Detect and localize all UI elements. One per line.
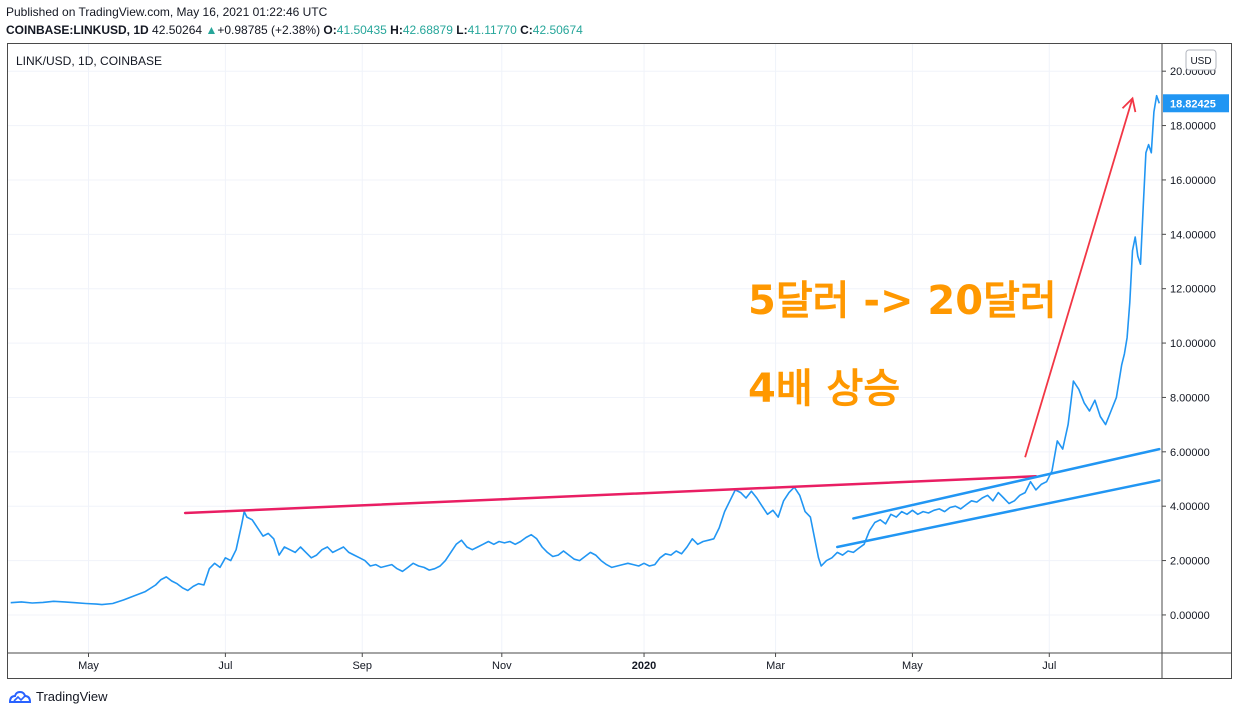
- high-label: H:: [390, 23, 403, 37]
- close-value: 42.50674: [532, 23, 583, 37]
- chart-title: LINK/USD, 1D, COINBASE: [16, 54, 162, 68]
- y-tick-label: 12.00000: [1170, 284, 1216, 296]
- channel-trendline: [852, 447, 1161, 520]
- high-value: 42.68879: [402, 23, 453, 37]
- arrow-line: [1024, 98, 1134, 458]
- open-label: O:: [323, 23, 337, 37]
- x-tick-label: Nov: [492, 660, 512, 672]
- x-tick-label: Sep: [352, 660, 372, 672]
- y-tick-label: 16.00000: [1170, 175, 1216, 187]
- price-chart[interactable]: 0.00000 2.00000 4.00000 6.00000 8.00000 10.00…: [8, 44, 1231, 678]
- y-tick-label: 18.00000: [1170, 121, 1216, 133]
- published-info: Published on TradingView.com, May 16, 20…: [6, 5, 328, 19]
- y-tick-label: 10.00000: [1170, 338, 1216, 350]
- footer-brand: TradingView: [36, 689, 108, 704]
- annotation-text: 5달러 -> 20달러: [748, 278, 1057, 324]
- resistance-trendline: [183, 475, 1038, 515]
- low-value: 41.11770: [467, 23, 517, 37]
- x-tick-label: May: [902, 660, 923, 672]
- last-price: 42.50264: [152, 23, 203, 37]
- tradingview-logo-icon: [8, 690, 32, 703]
- ohlc-bar: COINBASE:LINKUSD, 1D 42.50264 ▲+0.98785 …: [6, 23, 583, 37]
- low-label: L:: [456, 23, 468, 37]
- y-tick-label: 14.00000: [1170, 229, 1216, 241]
- price-line: [10, 94, 1161, 606]
- y-tick-label: 6.00000: [1170, 447, 1210, 459]
- currency-box: [1185, 49, 1217, 71]
- x-tick-label: May: [78, 660, 99, 672]
- x-tick-label: Jul: [1042, 660, 1056, 672]
- currency-label: USD: [1190, 56, 1211, 67]
- x-tick-label: Mar: [766, 660, 785, 672]
- channel-trendline: [836, 479, 1161, 549]
- last-price-badge: [1163, 94, 1229, 113]
- chart-frame[interactable]: 0.00000 2.00000 4.00000 6.00000 8.00000 10.00…: [7, 43, 1232, 679]
- triangle-up-icon: ▲: [205, 23, 218, 37]
- footer: TradingView: [8, 689, 108, 704]
- last-price-label: 18.82425: [1170, 98, 1216, 110]
- y-tick-label: 2.00000: [1170, 556, 1210, 568]
- y-tick-label: 8.00000: [1170, 392, 1210, 404]
- price-change: +0.98785 (+2.38%): [217, 23, 321, 37]
- x-tick-label: Jul: [218, 660, 232, 672]
- arrow-head-icon: [1121, 96, 1137, 113]
- close-label: C:: [520, 23, 533, 37]
- open-value: 41.50435: [336, 23, 387, 37]
- y-tick-label: 4.00000: [1170, 501, 1210, 513]
- symbol-label: COINBASE:LINKUSD, 1D: [6, 23, 149, 37]
- annotation-text: 4배 상승: [748, 366, 900, 412]
- x-tick-label: 2020: [632, 660, 656, 672]
- y-tick-label: 0.00000: [1170, 610, 1210, 622]
